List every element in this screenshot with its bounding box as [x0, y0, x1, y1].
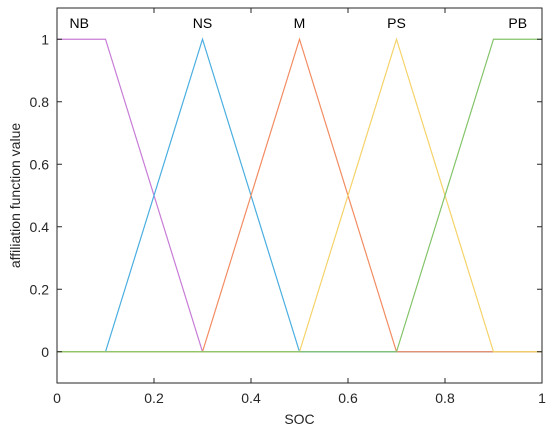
y-axis-ticks: 0 0.2 0.4 0.6 0.8 1: [30, 31, 542, 360]
series-label-nb: NB: [70, 15, 89, 31]
y-axis-label: affiliation function value: [7, 123, 23, 268]
y-tick-label: 0.8: [30, 94, 50, 110]
series-label-pb: PB: [508, 15, 527, 31]
y-tick-label: 0.2: [30, 281, 50, 297]
x-tick-label: 0: [53, 390, 61, 406]
series-line-pb: [57, 38, 542, 353]
plot-frame: [56, 7, 543, 384]
x-axis-ticks: 0 0.2 0.4 0.6 0.8 1: [53, 8, 546, 406]
series-label-ns: NS: [193, 15, 212, 31]
plot-series: [57, 37, 542, 353]
x-tick-label: 1: [538, 390, 546, 406]
y-tick-label: 0.6: [30, 156, 50, 172]
x-axis-label: SOC: [284, 411, 314, 427]
x-tick-label: 0.2: [144, 390, 164, 406]
x-tick-label: 0.6: [338, 390, 358, 406]
y-tick-label: 1: [41, 31, 49, 47]
y-tick-label: 0: [41, 344, 49, 360]
y-tick-label: 0.4: [30, 219, 50, 235]
series-label-ps: PS: [387, 15, 406, 31]
series-line-nb: [57, 38, 542, 353]
x-tick-label: 0.4: [241, 390, 261, 406]
series-line-ps: [57, 37, 542, 353]
x-tick-label: 0.8: [435, 390, 455, 406]
series-line-m: [57, 37, 542, 353]
series-line-ns: [57, 37, 542, 353]
series-labels: NB NS M PS PB: [70, 15, 528, 31]
series-label-m: M: [294, 15, 306, 31]
